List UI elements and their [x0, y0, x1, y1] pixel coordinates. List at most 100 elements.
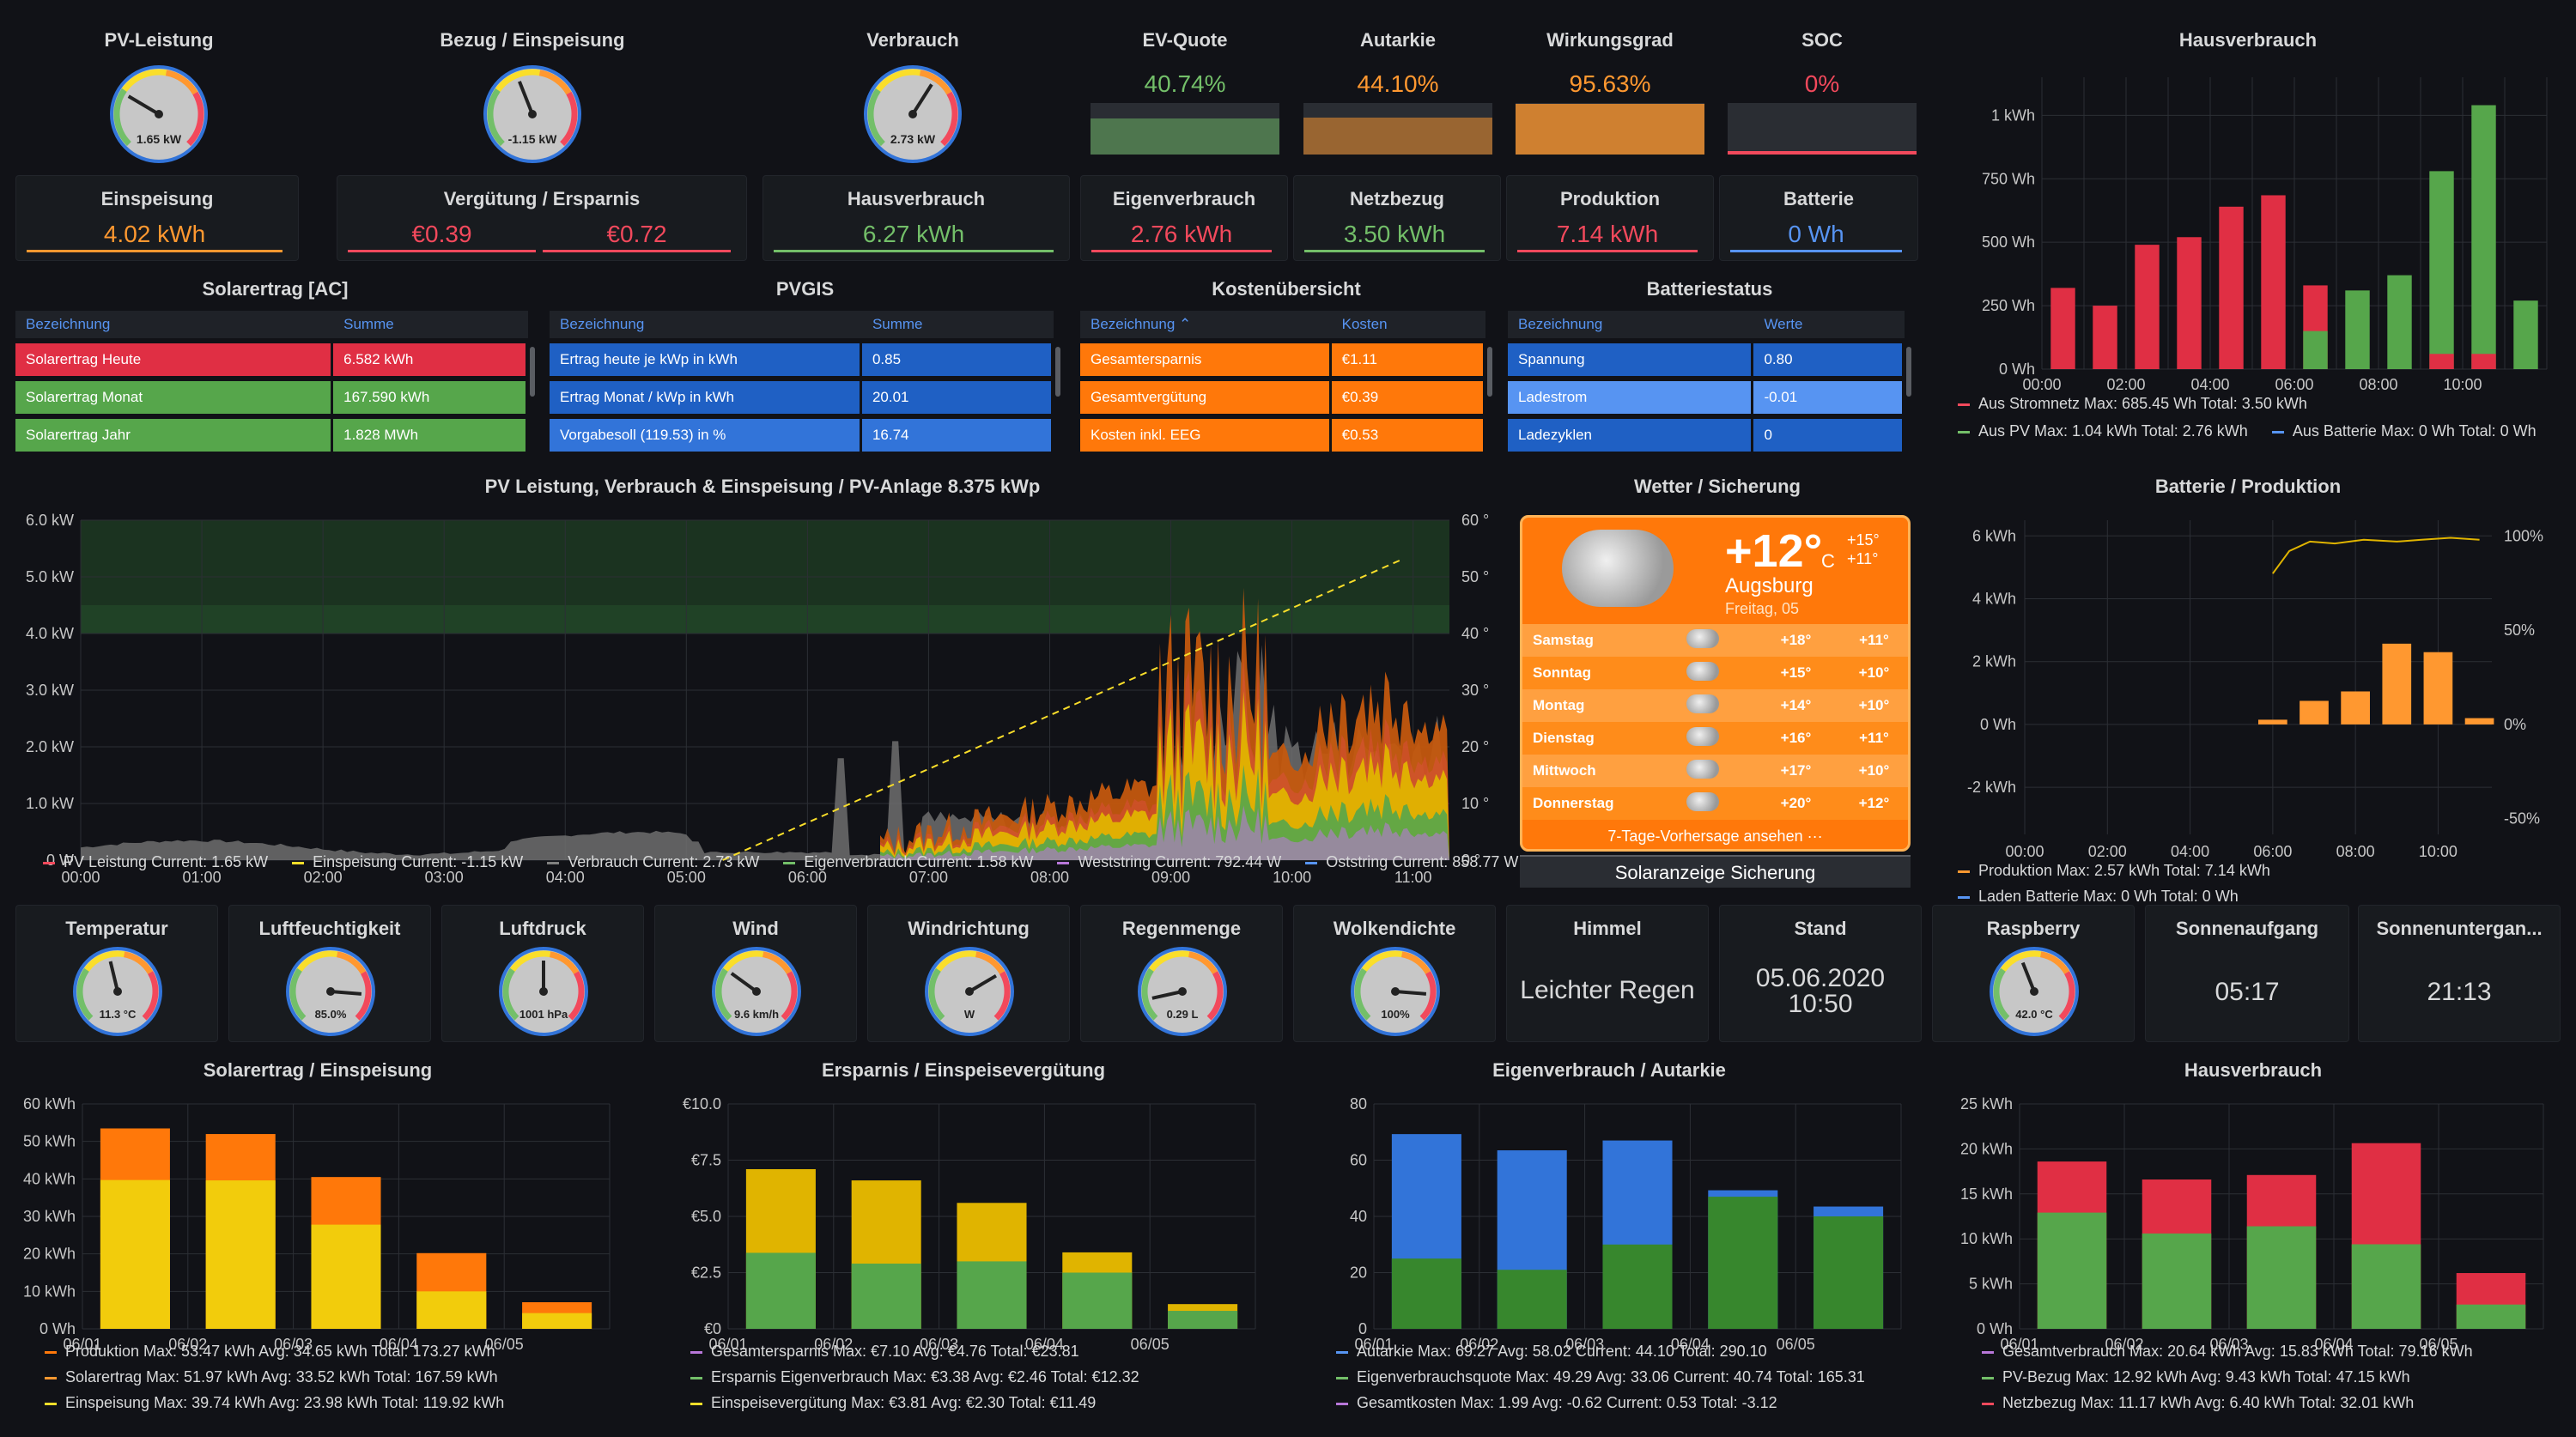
bar[interactable]	[2471, 354, 2496, 369]
panel-title[interactable]: Luftfeuchtigkeit	[258, 918, 401, 939]
panel-title[interactable]: Himmel	[1573, 918, 1642, 939]
forecast-row[interactable]: Mittwoch +17° +10°	[1522, 755, 1908, 787]
bar[interactable]	[205, 1180, 276, 1329]
panel-title[interactable]: Eigenverbrauch / Autarkie	[1492, 1059, 1726, 1081]
panel-title[interactable]: PV Leistung, Verbrauch & Einspeisung / P…	[484, 476, 1041, 497]
legend-item[interactable]: Laden Batterie Max: 0 Wh Total: 0 Wh	[1958, 888, 2270, 906]
panel-title[interactable]: SOC	[1801, 29, 1843, 51]
panel-title[interactable]: Hausverbrauch	[2184, 1059, 2323, 1081]
legend-item[interactable]: Produktion Max: 53.47 kWh Avg: 34.65 kWh…	[45, 1343, 504, 1361]
bar[interactable]	[311, 1224, 381, 1329]
panel-title[interactable]: Stand	[1794, 918, 1847, 939]
column-header[interactable]: Bezeichnung ⌃	[1080, 311, 1332, 338]
panel-title[interactable]: Solarertrag [AC]	[202, 278, 349, 300]
column-header[interactable]: Werte	[1753, 311, 1905, 338]
panel-title[interactable]: Hausverbrauch	[847, 188, 986, 209]
bar[interactable]	[1391, 1258, 1461, 1329]
legend-item[interactable]: Einspeisung Current: -1.15 kW	[292, 853, 523, 870]
legend-item[interactable]: PV Leistung Current: 1.65 kW	[43, 853, 268, 870]
bar[interactable]	[2142, 1233, 2212, 1329]
panel-title[interactable]: Luftdruck	[499, 918, 586, 939]
bar[interactable]	[416, 1291, 487, 1329]
panel-title[interactable]: Temperatur	[65, 918, 168, 939]
weather-card[interactable]: +12° C +15° +11° Augsburg Freitag, 05 Samstag +…	[1520, 515, 1911, 852]
bar[interactable]	[2219, 206, 2244, 369]
bar[interactable]	[851, 1264, 921, 1329]
bar[interactable]	[2341, 691, 2370, 725]
panel-title[interactable]: Netzbezug	[1350, 188, 1444, 209]
panel-title[interactable]: Eigenverbrauch	[1112, 188, 1256, 209]
bar[interactable]	[2513, 300, 2538, 369]
bar[interactable]	[2303, 330, 2328, 369]
panel-title[interactable]: Batteriestatus	[1646, 278, 1773, 300]
panel-title[interactable]: Einspeisung	[100, 188, 214, 209]
legend-item[interactable]: Netzbezug Max: 11.17 kWh Avg: 6.40 kWh T…	[1982, 1394, 2473, 1412]
legend-item[interactable]: Eigenverbrauchsquote Max: 49.29 Avg: 33.…	[1336, 1368, 1865, 1386]
bar[interactable]	[2135, 245, 2160, 369]
bar[interactable]	[2456, 1304, 2526, 1329]
bar[interactable]	[100, 1179, 170, 1329]
scrollbar[interactable]	[1487, 347, 1492, 397]
scrollbar[interactable]	[530, 347, 535, 397]
panel-title[interactable]: Ersparnis / Einspeisevergütung	[821, 1059, 1106, 1081]
legend-item[interactable]: Verbrauch Current: 2.73 kW	[547, 853, 759, 870]
legend-item[interactable]: Oststring Current: 858.77 W	[1305, 853, 1518, 870]
legend-item[interactable]: Gesamtkosten Max: 1.99 Avg: -0.62 Curren…	[1336, 1394, 1865, 1412]
forecast-row[interactable]: Samstag +18° +11°	[1522, 624, 1908, 657]
panel-title[interactable]: Bezug / Einspeisung	[440, 29, 625, 51]
legend-item[interactable]: Autarkie Max: 69.27 Avg: 58.02 Current: …	[1336, 1343, 1865, 1361]
bar[interactable]	[2345, 290, 2370, 369]
panel-title[interactable]: Batterie	[1783, 188, 1854, 209]
bar[interactable]	[2423, 652, 2453, 725]
bar[interactable]	[2471, 105, 2496, 370]
column-header[interactable]: Bezeichnung	[1508, 311, 1754, 338]
panel-title[interactable]: Kostenübersicht	[1212, 278, 1361, 300]
column-header[interactable]: Bezeichnung	[15, 311, 334, 338]
bar[interactable]	[2464, 718, 2494, 725]
bar[interactable]	[745, 1252, 816, 1329]
panel-title[interactable]: Sonnenuntergan...	[2376, 918, 2543, 939]
panel-title[interactable]: Raspberry	[1986, 918, 2081, 939]
column-header[interactable]: Kosten	[1331, 311, 1485, 338]
legend-item[interactable]: Weststring Current: 792.44 W	[1057, 853, 1281, 870]
panel-title[interactable]: Regenmenge	[1121, 918, 1242, 939]
panel-title[interactable]: Wind	[732, 918, 779, 939]
legend-item[interactable]: Aus PV Max: 1.04 kWh Total: 2.76 kWh	[1958, 422, 2248, 440]
panel-title[interactable]: EV-Quote	[1142, 29, 1228, 51]
bar[interactable]	[2351, 1244, 2421, 1329]
legend-item[interactable]: Eigenverbrauch Current: 1.58 kW	[783, 853, 1033, 870]
column-header[interactable]: Summe	[861, 311, 1054, 338]
panel-title[interactable]: Hausverbrauch	[2178, 29, 2318, 51]
forecast-row[interactable]: Dienstag +16° +11°	[1522, 722, 1908, 755]
bar[interactable]	[2300, 700, 2329, 725]
bar[interactable]	[1814, 1216, 1884, 1329]
bar[interactable]	[2258, 719, 2287, 725]
forecast-row[interactable]: Sonntag +15° +10°	[1522, 657, 1908, 689]
forecast-more-link[interactable]: 7-Tage-Vorhersage ansehen ···	[1607, 828, 1823, 845]
panel-title[interactable]: Produktion	[1559, 188, 1661, 209]
column-header[interactable]: Bezeichnung	[550, 311, 862, 338]
forecast-row[interactable]: Donnerstag +20° +12°	[1522, 787, 1908, 820]
bar[interactable]	[2177, 237, 2202, 369]
legend-item[interactable]: Gesamtersparnis Max: €7.10 Avg: €4.76 To…	[690, 1343, 1139, 1361]
bar[interactable]	[2037, 1212, 2107, 1329]
panel-title[interactable]: Verbrauch	[866, 29, 959, 51]
legend-item[interactable]: Gesamtverbrauch Max: 20.64 kWh Avg: 15.8…	[1982, 1343, 2473, 1361]
legend-item[interactable]: Aus Stromnetz Max: 685.45 Wh Total: 3.50…	[1958, 395, 2307, 412]
scrollbar[interactable]	[1055, 347, 1060, 397]
bar[interactable]	[957, 1261, 1027, 1329]
panel-title[interactable]: Sonnenaufgang	[2175, 918, 2319, 939]
bar[interactable]	[2261, 195, 2286, 369]
panel-title[interactable]: Wolkendichte	[1333, 918, 1456, 939]
legend-item[interactable]: Aus Batterie Max: 0 Wh Total: 0 Wh	[2271, 422, 2537, 440]
sicherung-button[interactable]: Solaranzeige Sicherung	[1520, 855, 1911, 888]
bar[interactable]	[1062, 1272, 1133, 1330]
column-header[interactable]: Summe	[333, 311, 528, 338]
panel-title[interactable]: PVGIS	[775, 278, 835, 300]
panel-title[interactable]: Vergütung / Ersparnis	[443, 188, 641, 209]
bar[interactable]	[522, 1313, 592, 1329]
bar[interactable]	[2246, 1226, 2317, 1329]
bar[interactable]	[1497, 1270, 1567, 1329]
legend-item[interactable]: Solarertrag Max: 51.97 kWh Avg: 33.52 kW…	[45, 1368, 504, 1386]
legend-item[interactable]: Ersparnis Eigenverbrauch Max: €3.38 Avg:…	[690, 1368, 1139, 1386]
